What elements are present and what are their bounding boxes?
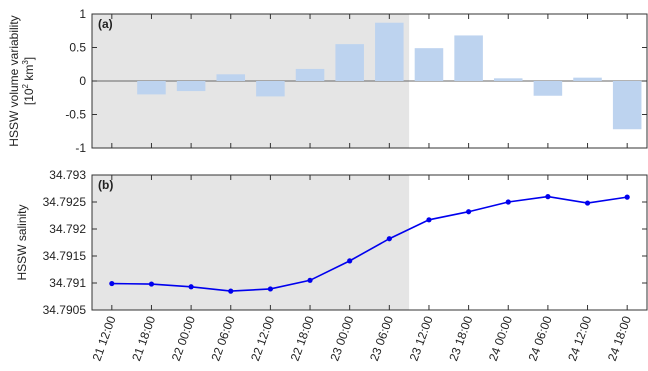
panel-a-y-ticks: -1 -0.5 0 0.5 1 (65, 7, 647, 155)
panel-b-point (466, 209, 472, 215)
units-km: km (22, 65, 36, 84)
x-tick-label: 24 00:00 (486, 314, 515, 363)
panel-b-point (545, 194, 551, 200)
units-close: ] (22, 57, 36, 60)
x-tick-label: 24 18:00 (605, 314, 634, 363)
panel-b-y-tick-label: 34.7925 (43, 195, 87, 209)
panel-b-point (386, 236, 392, 242)
panel-b-point (188, 284, 194, 290)
panel-b-y-tick-label: 34.7905 (43, 303, 87, 317)
x-tick-label: 23 06:00 (367, 314, 396, 363)
panel-a-bar (533, 81, 563, 96)
panel-b-point (584, 200, 591, 206)
panel-a-bar (295, 68, 325, 81)
panel-a-y-tick-label: -1 (75, 141, 86, 155)
panel-b-y-tick-label: 34.7915 (43, 249, 87, 263)
panel-b-x-ticks (111, 175, 628, 310)
panel-b-y-tick-label: 34.793 (49, 168, 86, 182)
x-axis-tick-labels: 21 12:00 21 18:00 22 00:00 22 06:00 22 12:00… (90, 314, 635, 363)
panel-b-point (109, 280, 115, 287)
x-tick-label: 22 00:00 (169, 314, 198, 363)
panel-a-y-axis-units: [102 km3] (21, 57, 36, 105)
panel-b-points (109, 194, 630, 294)
x-tick-label: 21 12:00 (90, 314, 119, 363)
panel-b-frame (91, 174, 648, 311)
x-tick-label: 24 12:00 (565, 314, 594, 363)
panel-b-salinity-line (111, 195, 628, 292)
panel-a-label: (a) (98, 17, 113, 31)
panel-a-y-axis-label: HSSW volume variability (7, 15, 21, 146)
panel-b-point (228, 288, 234, 294)
panel-a-bar (612, 81, 642, 130)
panel-a-bar (176, 81, 206, 92)
panel-a-bar (335, 44, 364, 81)
panel-a-bar (375, 22, 404, 81)
x-tick-label: 23 12:00 (407, 314, 436, 363)
panel-a-bar (137, 81, 166, 95)
units-base: [10 (22, 88, 36, 105)
x-tick-label: 22 12:00 (248, 314, 277, 363)
panel-b-point (148, 281, 155, 287)
panel-b-point (624, 194, 630, 200)
panel-a-x-ticks (111, 14, 628, 148)
x-tick-label: 21 18:00 (129, 314, 158, 363)
x-tick-label: 24 06:00 (526, 314, 555, 363)
units-exp-1: 2 (21, 83, 30, 88)
x-tick-label: 22 18:00 (288, 314, 317, 363)
panel-a-bar (256, 81, 285, 97)
panel-b-chart: 34.790534.79134.791534.79234.792534.793 … (15, 168, 648, 317)
panel-b-label: (b) (98, 178, 113, 192)
panel-a-bar (454, 35, 483, 81)
panel-a-bar (216, 74, 246, 81)
units-exp-2: 3 (21, 60, 30, 65)
panel-a-bar (573, 77, 602, 81)
panel-b-shaded-region (92, 175, 410, 310)
panel-b-y-ticks: 34.7905 34.791 34.7915 34.792 34.7925 34.793 (43, 168, 647, 317)
panel-b-point (307, 277, 313, 283)
panel-b-y-axis-label: HSSW salinity (15, 204, 29, 280)
x-tick-label: 23 00:00 (327, 314, 356, 363)
panel-a-bars (137, 22, 642, 130)
panel-b-point (267, 286, 273, 292)
panel-a-y-tick-label: 0.5 (69, 41, 86, 55)
panel-a-bar (493, 78, 523, 81)
panel-a-y-tick-label: 0 (79, 74, 86, 88)
panel-a-y-tick-label: 1 (79, 7, 86, 21)
panel-b-point (426, 217, 432, 223)
panel-b-point (347, 258, 353, 264)
panel-b-y-tick-label: 34.792 (49, 222, 86, 236)
x-tick-label: 23 18:00 (446, 314, 475, 363)
panel-a-chart: -1-0.500.51 (a) HSSW volume variability … (7, 7, 648, 155)
panel-a-bar (414, 48, 444, 81)
panel-b-point (505, 199, 511, 205)
x-tick-label: 22 06:00 (208, 314, 237, 363)
panel-b-y-tick-label: 34.791 (49, 276, 86, 290)
panel-a-y-tick-label: -0.5 (65, 108, 86, 122)
